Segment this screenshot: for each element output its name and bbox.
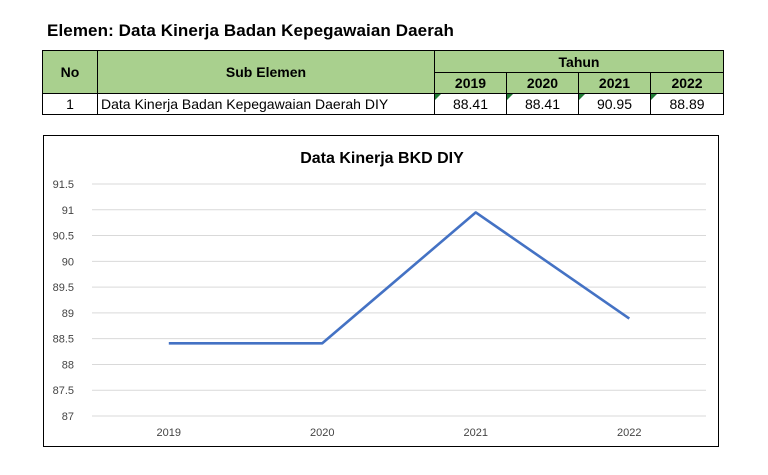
y-tick-label: 90	[62, 256, 74, 268]
header-year: 2021	[578, 72, 651, 94]
header-year: 2020	[506, 72, 579, 94]
y-tick-label: 88	[62, 359, 74, 371]
x-tick-label: 2021	[464, 427, 488, 439]
cell-value: 88.41	[434, 93, 507, 115]
page-heading: Elemen: Data Kinerja Badan Kepegawaian D…	[47, 21, 454, 40]
cell-value: 90.95	[578, 93, 651, 115]
x-tick-label: 2019	[157, 427, 181, 439]
x-axis-ticks: 2019 2020 2021 2022	[157, 427, 642, 439]
performance-table: No Sub Elemen Tahun 2019 2020 2021 2022 …	[42, 50, 725, 115]
y-tick-label: 90.5	[53, 231, 74, 243]
header-no: No	[42, 50, 98, 94]
line-chart: Data Kinerja BKD DIY 91.5 91 90.5 90 89.5 89 8…	[43, 135, 719, 447]
cell-no: 1	[42, 93, 98, 115]
cell-value: 88.89	[649, 93, 725, 115]
header-year: 2019	[434, 72, 507, 94]
y-tick-label: 89	[62, 308, 74, 320]
series-line	[168, 211, 631, 345]
x-tick-label: 2020	[310, 427, 334, 439]
series-layer	[168, 211, 631, 345]
cell-sub-elemen: Data Kinerja Badan Kepegawaian Daerah DI…	[97, 93, 435, 115]
y-tick-label: 91	[62, 205, 74, 217]
y-tick-label: 87.5	[53, 385, 74, 397]
header-sub-elemen: Sub Elemen	[97, 50, 435, 94]
chart-canvas: Data Kinerja BKD DIY 91.5 91 90.5 90 89.5 89 8…	[53, 150, 706, 439]
table-row: 1 Data Kinerja Badan Kepegawaian Daerah …	[42, 93, 725, 115]
y-axis-ticks: 91.5 91 90.5 90 89.5 89 88.5 88 87.5 87	[53, 179, 74, 423]
header-tahun: Tahun	[433, 50, 725, 73]
gridlines	[92, 183, 706, 417]
cell-value: 88.41	[506, 93, 579, 115]
header-year: 2022	[649, 72, 725, 94]
y-tick-label: 87	[62, 411, 74, 423]
y-tick-label: 89.5	[53, 282, 74, 294]
y-tick-label: 88.5	[53, 334, 74, 346]
chart-title: Data Kinerja BKD DIY	[300, 150, 464, 167]
x-tick-label: 2022	[617, 427, 641, 439]
y-tick-label: 91.5	[53, 179, 74, 191]
